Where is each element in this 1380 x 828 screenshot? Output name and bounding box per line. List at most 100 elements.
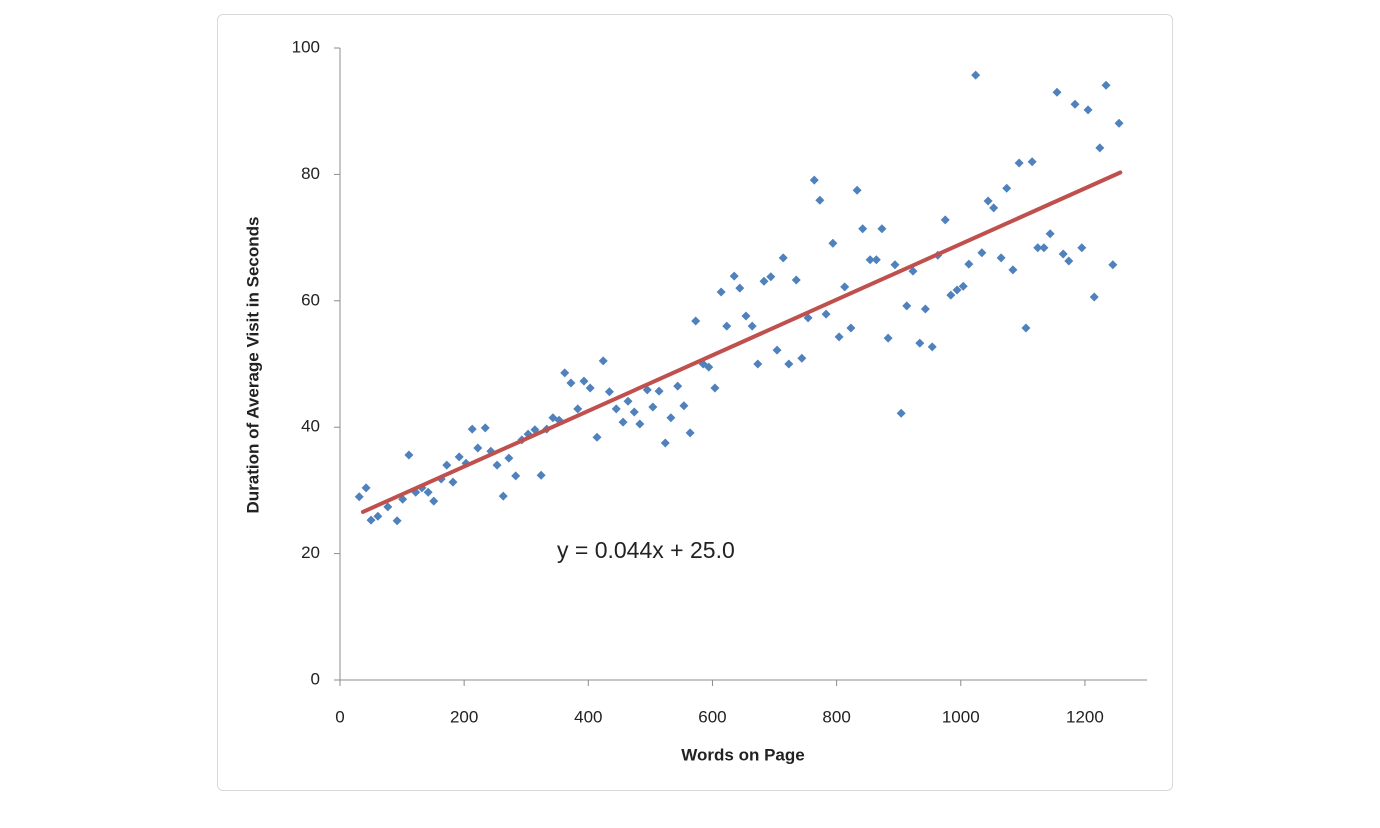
data-point (654, 386, 664, 396)
data-point (1101, 80, 1111, 90)
data-point (946, 290, 956, 300)
y-tick-label: 40 (301, 417, 320, 436)
data-point (977, 248, 987, 258)
data-point (958, 281, 968, 291)
y-tick-label: 0 (311, 669, 320, 688)
data-point (952, 285, 962, 295)
data-point (797, 353, 807, 363)
x-tick-label: 1200 (1066, 707, 1104, 726)
data-point (423, 487, 433, 497)
data-point (1052, 87, 1062, 97)
data-point (890, 260, 900, 270)
trendline-equation: y = 0.044x + 25.0 (557, 537, 735, 563)
data-point (618, 417, 628, 427)
data-point (585, 383, 595, 393)
data-point (635, 419, 645, 429)
data-point (1014, 158, 1024, 168)
data-point (604, 387, 614, 397)
data-point (467, 424, 477, 434)
data-point (1077, 243, 1087, 253)
y-axis-label: Duration of Average Visit in Seconds (243, 217, 262, 514)
x-tick-label: 200 (450, 707, 478, 726)
data-point (1095, 143, 1105, 153)
data-point (815, 195, 825, 205)
data-point (747, 321, 757, 331)
data-point (877, 224, 887, 234)
data-point (983, 196, 993, 206)
data-point (454, 452, 464, 462)
data-point (1108, 260, 1118, 270)
data-point (1027, 157, 1037, 167)
data-point (404, 450, 414, 460)
data-point (598, 356, 608, 366)
data-point (840, 282, 850, 292)
data-point (629, 407, 639, 417)
data-point (971, 70, 981, 80)
data-point (679, 401, 689, 411)
y-tick-label: 100 (292, 37, 320, 56)
data-point (648, 402, 658, 412)
data-point (915, 338, 925, 348)
data-point (716, 287, 726, 297)
data-point (666, 413, 676, 423)
x-tick-label: 800 (822, 707, 850, 726)
data-point (964, 259, 974, 269)
data-point (1039, 243, 1049, 253)
data-point (940, 215, 950, 225)
x-tick-label: 0 (335, 707, 344, 726)
data-point (361, 483, 371, 493)
data-point (834, 332, 844, 342)
x-tick-label: 1000 (942, 707, 980, 726)
data-point (759, 276, 769, 286)
data-point (660, 438, 670, 448)
data-point (1089, 292, 1099, 302)
data-point (828, 238, 838, 248)
data-point (1114, 118, 1124, 128)
data-point (778, 253, 788, 263)
data-point (821, 309, 831, 319)
data-point (511, 471, 521, 481)
data-point (1045, 229, 1055, 239)
data-point (492, 460, 502, 470)
data-point (392, 516, 402, 526)
data-point (1021, 323, 1031, 333)
data-point (902, 301, 912, 311)
data-point (772, 345, 782, 355)
data-point (1002, 183, 1012, 193)
data-point (442, 460, 452, 470)
data-point (685, 428, 695, 438)
data-point (896, 408, 906, 418)
y-tick-label: 80 (301, 164, 320, 183)
data-point (996, 253, 1006, 263)
data-point (865, 255, 875, 265)
data-point (611, 404, 621, 414)
data-point (852, 185, 862, 195)
x-tick-label: 400 (574, 707, 602, 726)
data-point (354, 492, 364, 502)
data-point (784, 359, 794, 369)
data-point (735, 283, 745, 293)
data-point (429, 496, 439, 506)
data-point (592, 432, 602, 442)
data-point (373, 511, 383, 521)
data-point (908, 266, 918, 276)
data-point (504, 453, 514, 463)
data-point (729, 271, 739, 281)
x-tick-label: 600 (698, 707, 726, 726)
y-tick-label: 60 (301, 290, 320, 309)
data-point (920, 304, 930, 314)
data-point (691, 316, 701, 326)
data-point (673, 381, 683, 391)
data-point (722, 321, 732, 331)
data-point (871, 255, 881, 265)
data-point (989, 203, 999, 213)
data-point (809, 175, 819, 185)
data-point (704, 362, 714, 372)
data-point (1064, 256, 1074, 266)
data-point (846, 323, 856, 333)
data-point (710, 383, 720, 393)
data-point (536, 470, 546, 480)
data-point (927, 342, 937, 352)
